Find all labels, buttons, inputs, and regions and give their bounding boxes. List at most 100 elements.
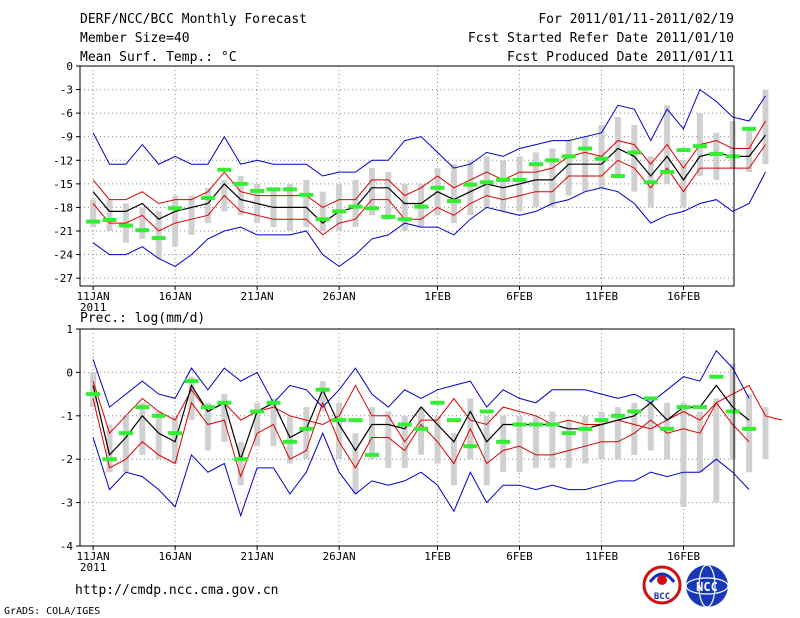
prec-spread-box <box>155 411 162 460</box>
prec-xtick-label: 26JAN <box>323 550 356 563</box>
prec-series-min <box>92 431 750 518</box>
temp-observed-marker <box>643 180 658 185</box>
figure-title: DERF/NCC/BCC Monthly Forecast <box>80 12 307 27</box>
prec-observed-marker <box>233 457 248 462</box>
source-url[interactable]: http://cmdp.ncc.cma.gov.cn <box>75 583 279 598</box>
temp-observed-marker <box>250 188 265 193</box>
temp-observed-marker <box>282 187 297 192</box>
prec-observed-marker <box>742 426 757 431</box>
prec-plot-frame <box>79 328 735 547</box>
temp-xtick-label: 21JAN <box>241 290 274 303</box>
prec-observed-marker <box>463 444 478 449</box>
temp-ytick-label: -27 <box>53 272 73 285</box>
temp-observed-marker <box>168 206 183 211</box>
temp-spread-box <box>155 211 162 259</box>
prec-observed-marker <box>725 409 740 414</box>
temp-spread-box <box>762 89 769 165</box>
prec-spread-box <box>303 407 310 460</box>
temp-observed-marker <box>463 182 478 187</box>
temp-spread-box <box>303 179 310 228</box>
prec-spread-box <box>696 411 703 473</box>
temp-ytick-label: -9 <box>60 131 73 144</box>
prec-observed-marker <box>479 409 494 414</box>
prec-observed-marker <box>578 426 593 431</box>
prec-observed-marker <box>627 409 642 414</box>
ncc-logo-meridian <box>698 564 716 608</box>
prec-spread-box <box>598 411 605 460</box>
prec-observed-marker <box>86 392 101 397</box>
temp-series-min <box>92 171 766 268</box>
prec-ytick-label: -2 <box>60 453 73 466</box>
temp-spread-box <box>368 168 375 216</box>
temp-ytick-label: 0 <box>66 60 73 73</box>
temp-observed-marker <box>86 219 101 224</box>
prec-observed-marker <box>200 405 215 410</box>
prec-spread-box <box>450 433 457 486</box>
prec-spread-box <box>254 402 261 447</box>
temp-spread-box <box>614 117 621 176</box>
temp-observed-marker <box>594 156 609 161</box>
temp-observed-marker <box>348 204 363 209</box>
ncc-logo-latitude <box>685 577 729 595</box>
prec-spread-box <box>614 407 621 460</box>
temp-series-band-upper <box>92 120 766 208</box>
prec-spread-box <box>762 407 769 460</box>
bcc-logo-swirl <box>648 572 676 583</box>
prec-spread-box <box>647 398 654 451</box>
prec-xtick-label: 16FEB <box>667 550 700 563</box>
temp-ytick-label: -15 <box>53 178 73 191</box>
temp-observed-marker <box>610 174 625 178</box>
prec-spread-box <box>434 415 441 464</box>
temp-observed-marker <box>725 154 740 159</box>
ncc-logo-globe <box>686 565 728 607</box>
temp-observed-marker <box>381 214 396 219</box>
prec-series-max <box>92 349 750 408</box>
prec-spread-box <box>418 407 425 455</box>
temp-spread-box <box>106 199 113 231</box>
temp-spread-box <box>204 187 211 224</box>
temp-spread-box <box>631 124 638 192</box>
prec-ytick-label: 0 <box>66 366 73 379</box>
prec-observed-marker <box>299 426 314 431</box>
temp-observed-marker <box>446 199 461 204</box>
prec-spread-box <box>237 441 244 486</box>
prec-spread-box <box>221 394 228 442</box>
temp-observed-marker <box>692 144 707 149</box>
forecast-produced-date: Fcst Produced Date 2011/01/11 <box>507 50 734 65</box>
temp-xtick-label: 11FEB <box>585 290 618 303</box>
prec-ytick-label: -3 <box>60 497 73 510</box>
prec-observed-marker <box>610 413 625 418</box>
prec-observed-marker <box>315 387 330 392</box>
prec-observed-marker <box>168 431 183 436</box>
grads-credit: GrADS: COLA/IGES <box>4 606 100 617</box>
prec-observed-marker <box>217 400 232 405</box>
temp-observed-marker <box>561 154 576 159</box>
prec-spread-box <box>188 376 195 421</box>
prec-observed-marker <box>397 422 412 427</box>
prec-spread-box <box>90 372 97 408</box>
temp-spread-box <box>729 121 736 169</box>
temp-observed-marker <box>660 170 675 175</box>
prec-xtick-label: 21JAN <box>241 550 274 563</box>
prec-observed-marker <box>446 418 461 423</box>
variable-label: Mean Surf. Temp.: °C <box>80 50 237 65</box>
temp-spread-box <box>90 199 97 228</box>
temp-observed-marker <box>151 236 166 241</box>
prec-spread-box <box>713 398 720 503</box>
prec-spread-box <box>204 402 211 451</box>
prec-observed-marker <box>512 422 527 427</box>
temp-observed-marker <box>364 206 379 211</box>
temp-observed-markers <box>86 126 757 241</box>
prec-observed-marker <box>528 422 543 427</box>
temp-spread-box <box>467 160 474 216</box>
temp-xtick-label: 16FEB <box>667 290 700 303</box>
temp-spread-box <box>352 179 359 228</box>
prec-spread-box <box>516 415 523 473</box>
temp-observed-marker <box>315 217 330 222</box>
temp-observed-marker <box>430 185 445 190</box>
prec-observed-marker <box>250 409 265 414</box>
prec-observed-marker <box>118 431 133 436</box>
temp-observed-marker <box>496 177 511 182</box>
prec-spread-box <box>319 381 326 412</box>
